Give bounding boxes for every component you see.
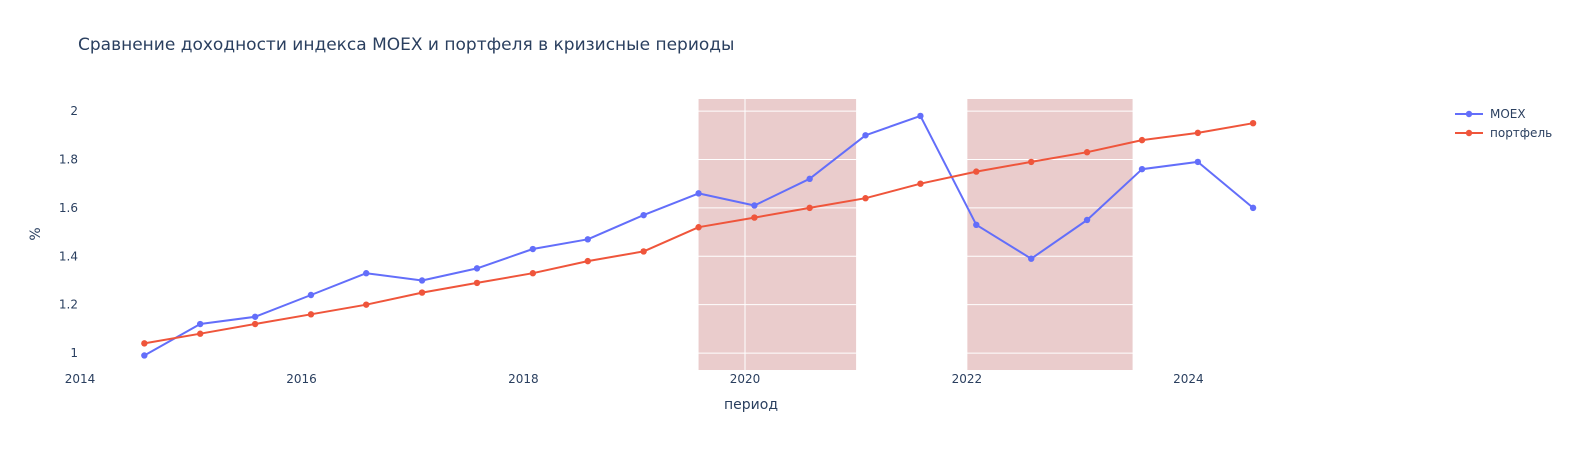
data-point[interactable] bbox=[473, 265, 481, 272]
data-point[interactable] bbox=[473, 279, 481, 287]
x-tick-label: 2020 bbox=[730, 372, 761, 386]
data-point[interactable] bbox=[1083, 149, 1091, 156]
data-point[interactable] bbox=[307, 311, 315, 318]
legend-marker[interactable] bbox=[1465, 129, 1473, 137]
data-point[interactable] bbox=[973, 221, 980, 229]
legend-label[interactable]: MOEX bbox=[1490, 107, 1526, 121]
x-tick-label: 2024 bbox=[1173, 372, 1204, 386]
data-point[interactable] bbox=[418, 277, 426, 284]
data-point[interactable] bbox=[862, 195, 869, 202]
x-axis-title: период bbox=[724, 397, 778, 413]
x-tick-label: 2018 bbox=[508, 372, 539, 386]
data-point[interactable] bbox=[640, 211, 647, 219]
data-point[interactable] bbox=[1194, 129, 1202, 137]
data-point[interactable] bbox=[751, 214, 758, 221]
data-point[interactable] bbox=[251, 313, 259, 320]
data-point[interactable] bbox=[418, 289, 426, 296]
data-point[interactable] bbox=[1249, 119, 1257, 127]
data-point[interactable] bbox=[695, 190, 702, 197]
y-tick-label: 1.4 bbox=[59, 249, 78, 263]
crisis-period-band bbox=[698, 99, 857, 370]
legend-marker[interactable] bbox=[1465, 110, 1473, 118]
data-point[interactable] bbox=[363, 270, 370, 277]
data-point[interactable] bbox=[1083, 216, 1091, 224]
data-point[interactable] bbox=[1249, 204, 1257, 212]
y-tick-label: 1.2 bbox=[59, 298, 78, 312]
data-point[interactable] bbox=[529, 245, 537, 253]
data-point[interactable] bbox=[141, 340, 148, 347]
data-point[interactable] bbox=[806, 204, 813, 212]
data-point[interactable] bbox=[196, 330, 204, 337]
data-point[interactable] bbox=[751, 202, 758, 209]
x-tick-label: 2022 bbox=[952, 372, 983, 386]
x-tick-label: 2014 bbox=[65, 372, 96, 386]
data-point[interactable] bbox=[141, 352, 148, 359]
legend[interactable]: MOEX портфель bbox=[1455, 107, 1552, 140]
data-point[interactable] bbox=[251, 320, 259, 328]
data-point[interactable] bbox=[1028, 255, 1035, 262]
y-tick-label: 2 bbox=[70, 104, 78, 118]
x-tick-label: 2016 bbox=[286, 372, 317, 386]
data-point[interactable] bbox=[917, 180, 924, 187]
y-tick-label: 1.6 bbox=[59, 201, 78, 215]
data-point[interactable] bbox=[196, 320, 204, 328]
data-point[interactable] bbox=[1194, 158, 1202, 166]
data-point[interactable] bbox=[973, 168, 980, 175]
data-point[interactable] bbox=[584, 236, 591, 243]
data-point[interactable] bbox=[584, 257, 591, 265]
data-point[interactable] bbox=[1138, 136, 1146, 144]
data-point[interactable] bbox=[917, 112, 924, 120]
data-point[interactable] bbox=[862, 132, 869, 139]
data-point[interactable] bbox=[1028, 158, 1035, 166]
crisis-period-band bbox=[966, 99, 1133, 370]
plot-area: 1 1.2 1.4 1.6 1.8 2 2014 2016 2018 2020 2022 2024 bbox=[59, 99, 1410, 386]
data-point[interactable] bbox=[1138, 165, 1146, 173]
data-point[interactable] bbox=[363, 301, 370, 308]
chart-title: Сравнение доходности индекса MOEX и порт… bbox=[78, 35, 734, 55]
data-point[interactable] bbox=[806, 175, 813, 183]
data-point[interactable] bbox=[307, 291, 315, 299]
data-point[interactable] bbox=[640, 248, 647, 255]
y-tick-label: 1.8 bbox=[59, 152, 78, 166]
data-point[interactable] bbox=[529, 270, 537, 277]
legend-label[interactable]: портфель bbox=[1490, 126, 1552, 140]
y-axis-title: % bbox=[28, 227, 44, 240]
y-tick-label: 1 bbox=[70, 346, 78, 360]
data-point[interactable] bbox=[695, 224, 702, 231]
